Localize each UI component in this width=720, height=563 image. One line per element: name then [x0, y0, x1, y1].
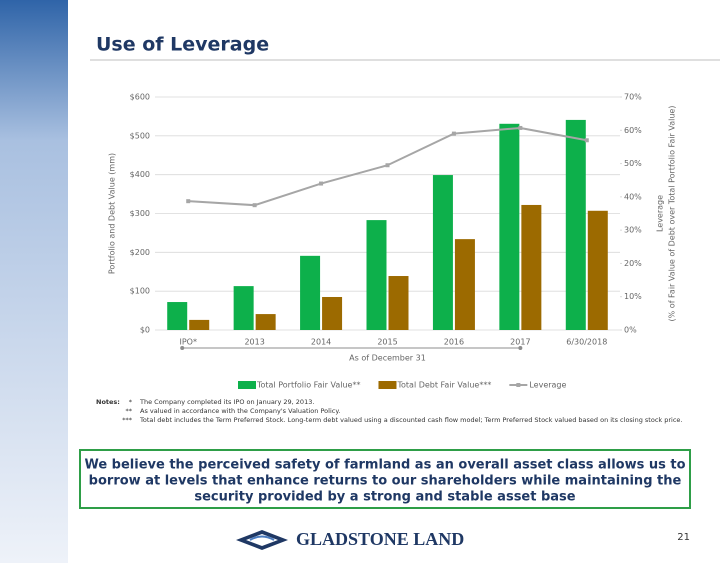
bar [300, 255, 321, 330]
legend-label: Total Portfolio Fair Value** [256, 381, 360, 390]
y2-tick-label: 10% [624, 292, 642, 301]
y2-axis-label: (% of Fair Value of Debt over Total Port… [668, 106, 677, 322]
bar [233, 286, 254, 330]
x-tick-label: IPO* [179, 338, 196, 347]
y-tick-label: $500 [130, 131, 150, 140]
callout-text: borrow at levels that enhance returns to… [89, 474, 682, 489]
line-point [451, 131, 456, 136]
bar [521, 204, 542, 330]
line-point [319, 181, 324, 186]
y-tick-label: $0 [140, 326, 150, 335]
line-point [584, 138, 589, 143]
notes-label: Notes: [96, 398, 120, 406]
x-tick-label: 6/30/2018 [566, 338, 607, 347]
y-tick-label: $200 [130, 248, 150, 257]
line-point [252, 203, 257, 208]
note-marker: * [129, 398, 133, 406]
note-text: Total debt includes the Term Preferred S… [139, 416, 682, 424]
line-point [518, 125, 523, 130]
legend-point [516, 383, 521, 387]
x-axis-label: As of December 31 [349, 354, 426, 363]
bar [454, 239, 475, 330]
logo-text: GLADSTONE LAND [296, 529, 464, 549]
note-text: As valued in accordance with the Company… [140, 407, 340, 415]
callout-text: We believe the perceived safety of farml… [84, 458, 685, 473]
bar [322, 296, 343, 330]
y-tick-label: $300 [130, 209, 150, 218]
y2-tick-label: 40% [624, 192, 642, 201]
line-point [385, 163, 390, 168]
x-tick-label: 2014 [311, 338, 331, 347]
bar [587, 210, 608, 330]
x-tick-label: 2017 [510, 338, 530, 347]
x-bracket-end [518, 346, 523, 350]
legend-swatch [378, 381, 397, 389]
x-tick-label: 2016 [444, 338, 464, 347]
y2-tick-label: 0% [624, 326, 637, 335]
y-tick-label: $100 [130, 287, 150, 296]
y-axis-label: Portfolio and Debt Value (mm) [108, 153, 117, 274]
note-marker: ** [126, 407, 133, 415]
legend-swatch [238, 381, 256, 389]
bar [388, 276, 409, 330]
callout-text: security provided by a strong and stable… [194, 490, 575, 505]
y2-axis-label: Leverage [656, 195, 665, 232]
bar [565, 119, 586, 330]
bar [432, 175, 453, 330]
y-tick-label: $400 [130, 170, 150, 179]
y2-tick-label: 70% [624, 93, 642, 102]
y2-tick-label: 60% [624, 126, 642, 135]
note-marker: *** [122, 416, 133, 424]
note-text: The Company completed its IPO on January… [139, 398, 314, 406]
y2-tick-label: 30% [624, 226, 642, 235]
bar [255, 314, 276, 330]
legend-label: Leverage [529, 381, 566, 390]
bar [189, 319, 210, 330]
bar [167, 302, 188, 330]
logo-icon [236, 530, 288, 550]
page-number: 21 [677, 532, 690, 543]
y2-tick-label: 50% [624, 159, 642, 168]
y2-tick-label: 20% [624, 259, 642, 268]
bar [499, 123, 520, 330]
bar [366, 220, 387, 330]
x-bracket-end [180, 346, 185, 350]
callout-box [79, 449, 691, 509]
x-tick-label: 2015 [377, 338, 397, 347]
line-point [186, 199, 191, 204]
slide-title: Use of Leverage [96, 34, 269, 56]
sidebar [0, 0, 68, 563]
x-tick-label: 2013 [244, 338, 264, 347]
y-tick-label: $600 [130, 93, 150, 102]
legend-label: Total Debt Fair Value*** [396, 381, 491, 390]
